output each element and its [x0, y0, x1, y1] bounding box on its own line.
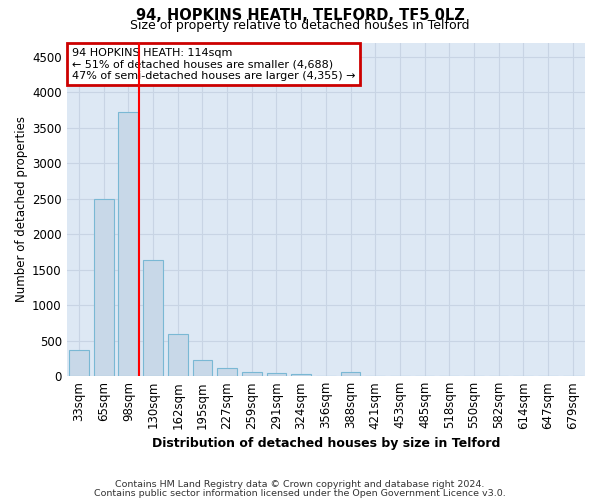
- Text: 94 HOPKINS HEATH: 114sqm
← 51% of detached houses are smaller (4,688)
47% of sem: 94 HOPKINS HEATH: 114sqm ← 51% of detach…: [72, 48, 355, 80]
- Text: Contains public sector information licensed under the Open Government Licence v3: Contains public sector information licen…: [94, 490, 506, 498]
- Bar: [291, 374, 311, 376]
- Text: Size of property relative to detached houses in Telford: Size of property relative to detached ho…: [130, 19, 470, 32]
- Bar: [168, 334, 188, 376]
- Bar: [341, 372, 361, 376]
- Bar: [118, 112, 138, 376]
- Bar: [143, 260, 163, 376]
- Y-axis label: Number of detached properties: Number of detached properties: [15, 116, 28, 302]
- Bar: [217, 368, 237, 376]
- Bar: [266, 374, 286, 376]
- Bar: [242, 372, 262, 376]
- Bar: [69, 350, 89, 376]
- Text: 94, HOPKINS HEATH, TELFORD, TF5 0LZ: 94, HOPKINS HEATH, TELFORD, TF5 0LZ: [136, 8, 464, 22]
- Bar: [193, 360, 212, 376]
- Text: Contains HM Land Registry data © Crown copyright and database right 2024.: Contains HM Land Registry data © Crown c…: [115, 480, 485, 489]
- Bar: [94, 198, 113, 376]
- X-axis label: Distribution of detached houses by size in Telford: Distribution of detached houses by size …: [152, 437, 500, 450]
